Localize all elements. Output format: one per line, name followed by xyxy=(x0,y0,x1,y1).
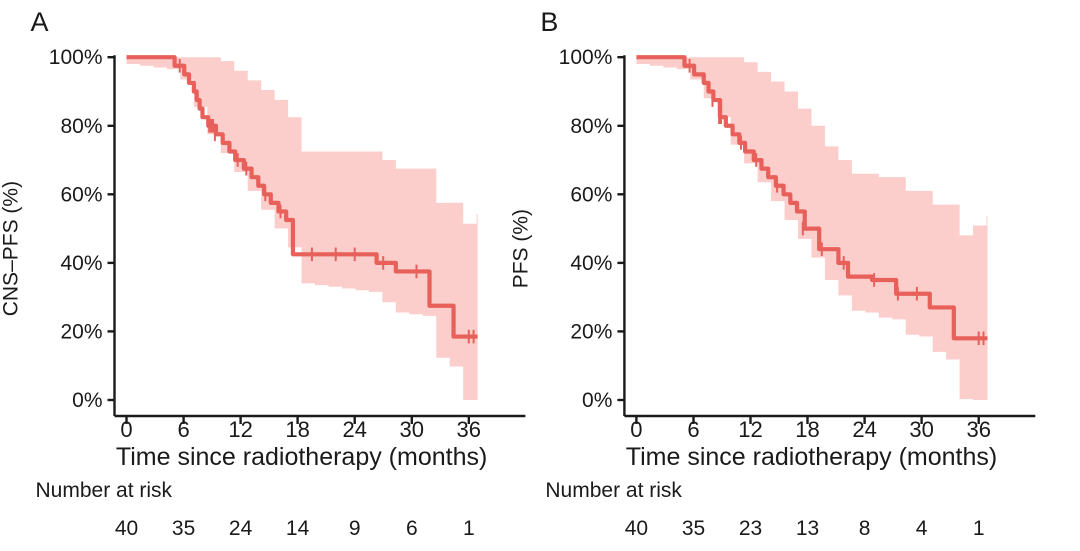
svg-text:40%: 40% xyxy=(60,252,102,275)
svg-text:18: 18 xyxy=(285,417,309,442)
svg-text:36: 36 xyxy=(966,417,990,442)
svg-text:20%: 20% xyxy=(570,320,612,343)
svg-text:24: 24 xyxy=(229,517,253,540)
svg-text:18: 18 xyxy=(795,417,819,442)
svg-text:24: 24 xyxy=(852,417,876,442)
svg-text:Number at risk: Number at risk xyxy=(545,479,682,502)
svg-text:1: 1 xyxy=(463,517,475,540)
svg-text:4: 4 xyxy=(916,517,928,540)
svg-text:0: 0 xyxy=(120,417,132,442)
svg-text:6: 6 xyxy=(177,417,189,442)
svg-text:100%: 100% xyxy=(559,46,613,69)
svg-text:35: 35 xyxy=(172,517,195,540)
svg-text:6: 6 xyxy=(687,417,699,442)
svg-text:1: 1 xyxy=(973,517,985,540)
svg-text:40%: 40% xyxy=(570,252,612,275)
svg-text:14: 14 xyxy=(286,517,310,540)
svg-text:PFS (%): PFS (%) xyxy=(509,209,532,288)
svg-text:23: 23 xyxy=(739,517,762,540)
svg-text:100%: 100% xyxy=(49,46,103,69)
svg-text:6: 6 xyxy=(406,517,418,540)
svg-text:Time since radiotherapy (month: Time since radiotherapy (months) xyxy=(116,443,487,471)
svg-text:12: 12 xyxy=(228,417,252,442)
svg-text:B: B xyxy=(540,7,558,37)
svg-text:30: 30 xyxy=(400,417,424,442)
svg-text:CNS–PFS (%): CNS–PFS (%) xyxy=(0,181,23,316)
svg-text:24: 24 xyxy=(342,417,366,442)
svg-text:9: 9 xyxy=(349,517,361,540)
svg-text:40: 40 xyxy=(625,517,648,540)
svg-text:60%: 60% xyxy=(60,183,102,206)
svg-text:0%: 0% xyxy=(72,389,102,412)
svg-text:35: 35 xyxy=(682,517,705,540)
svg-text:Time since radiotherapy (month: Time since radiotherapy (months) xyxy=(626,443,997,471)
svg-text:8: 8 xyxy=(859,517,871,540)
svg-text:30: 30 xyxy=(909,417,933,442)
svg-text:60%: 60% xyxy=(570,183,612,206)
svg-text:0: 0 xyxy=(630,417,642,442)
svg-text:80%: 80% xyxy=(60,115,102,138)
svg-text:12: 12 xyxy=(738,417,762,442)
svg-text:A: A xyxy=(31,7,49,37)
svg-text:13: 13 xyxy=(796,517,819,540)
svg-text:0%: 0% xyxy=(582,389,612,412)
svg-text:Number at risk: Number at risk xyxy=(36,479,173,502)
svg-text:20%: 20% xyxy=(60,320,102,343)
svg-text:80%: 80% xyxy=(570,115,612,138)
svg-text:36: 36 xyxy=(457,417,481,442)
svg-text:40: 40 xyxy=(115,517,138,540)
